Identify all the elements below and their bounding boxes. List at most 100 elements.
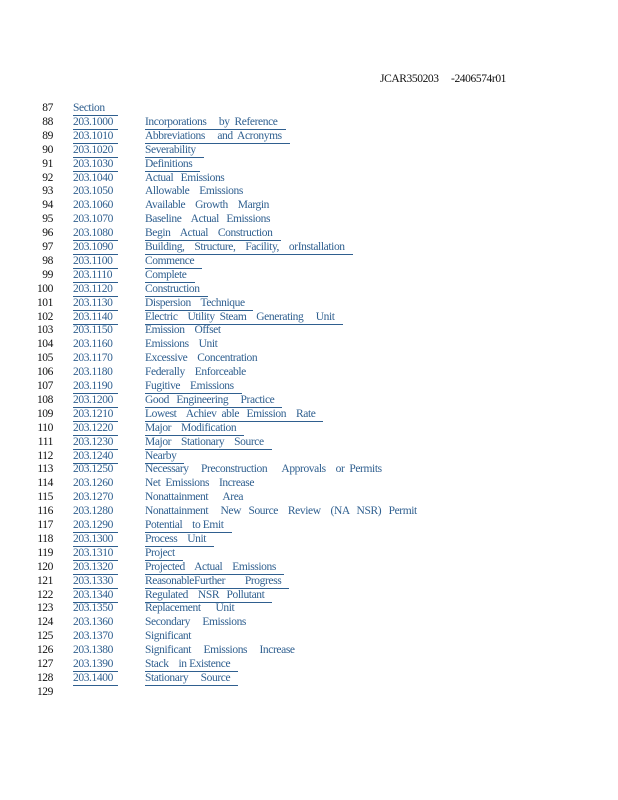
section-number-link[interactable]: 203.1230 — [73, 435, 118, 450]
section-number-link[interactable]: 203.1120 — [73, 282, 118, 297]
section-number-link[interactable]: 203.1210 — [73, 407, 118, 422]
line-number: 105 — [36, 352, 53, 365]
line-number: 104 — [36, 338, 53, 351]
section-title-link[interactable]: Abbreviations and Acronyms — [145, 129, 290, 144]
section-title-link[interactable]: Regulated NSR Pollutant — [145, 588, 273, 603]
line-number: 99 — [42, 268, 53, 281]
section-number-link[interactable]: 203.1090 — [73, 240, 118, 255]
section-title-link[interactable]: Begin Actual Construction — [145, 226, 281, 242]
section-number-link[interactable]: 203.1000 — [73, 115, 118, 130]
section-title-link[interactable]: Dispersion Technique — [145, 296, 253, 311]
section-title-link[interactable]: Severability — [145, 143, 204, 158]
section-title-link: Federally Enforceable — [145, 366, 246, 379]
section-number-link: 203.1280 — [73, 505, 113, 518]
line-number: 91 — [42, 157, 53, 170]
line-number: 92 — [42, 171, 53, 184]
section-number-link[interactable]: 203.1330 — [73, 574, 118, 589]
section-number-link: 203.1270 — [73, 491, 113, 504]
section-title-link[interactable]: Projected Actual Emissions — [145, 560, 284, 575]
section-number-link[interactable]: 203.1100 — [73, 254, 118, 269]
line-number: 107 — [36, 380, 53, 392]
section-title-link[interactable]: Incorporations by Reference — [145, 115, 286, 130]
line-number: 129 — [36, 685, 53, 698]
section-title-link[interactable]: Major Stationary Source — [145, 435, 272, 450]
line-number: 127 — [36, 658, 53, 670]
line-number: 94 — [42, 199, 53, 212]
section-title-link: Actual Emissions — [145, 171, 225, 184]
section-number-link[interactable]: 203.1400 — [73, 671, 118, 686]
section-number-link[interactable]: 203.1020 — [73, 143, 118, 158]
doc-id: JCAR350203 — [380, 73, 439, 85]
section-title-link: Secondary Emissions — [145, 616, 246, 629]
section-number-link[interactable]: 203.1240 — [73, 449, 118, 464]
line-number: 115 — [37, 491, 53, 504]
section-number-link: 203.1040 — [73, 171, 113, 184]
section-number-link[interactable]: 203.1110 — [73, 268, 118, 283]
section-number-link[interactable]: 203.1030 — [73, 157, 118, 172]
section-title-link[interactable]: Project — [145, 546, 183, 561]
section-number-link[interactable]: 203.1010 — [73, 129, 118, 144]
section-title-link[interactable]: Nearby — [145, 449, 185, 464]
section-number-link[interactable]: 203.1300 — [73, 532, 118, 547]
section-number-link[interactable]: 203.1220 — [73, 421, 118, 436]
section-number-link: 203.1060 — [73, 199, 113, 212]
section-title-link: Excessive Concentration — [145, 352, 258, 365]
section-title-link[interactable]: Stationary Source — [145, 671, 239, 686]
line-number: 98 — [42, 254, 53, 267]
section-title-link[interactable]: Lowest Achiev able Emission Rate — [145, 407, 324, 422]
section-number-link[interactable]: 203.1320 — [73, 560, 118, 575]
section-title-link[interactable]: Process Unit — [145, 532, 215, 547]
section-title-link[interactable]: Electric Utility Steam Generating Unit — [145, 310, 343, 325]
line-number: 108 — [36, 393, 53, 406]
section-title-link[interactable]: Fugitive Emissions — [145, 379, 242, 394]
section-title-link: Allowable Emissions — [145, 185, 243, 198]
line-number: 110 — [37, 421, 53, 434]
line-number: 93 — [42, 185, 53, 198]
section-title-link[interactable]: Building, Structure, Facility, orInstall… — [145, 240, 353, 255]
section-number-link[interactable]: 203.1290 — [73, 518, 118, 533]
line-number: 121 — [36, 574, 53, 587]
section-title-link: Emissions Unit — [145, 338, 218, 351]
section-title-link[interactable]: Potential to Emit — [145, 518, 232, 533]
section-title-link: Necessary Preconstruction Approvals or P… — [145, 463, 382, 476]
section-title-link: Nonattainment New Source Review (NA NSR)… — [145, 505, 417, 518]
section-number-link[interactable]: 203.1200 — [73, 393, 118, 408]
line-number: 124 — [36, 616, 53, 629]
line-number: 101 — [36, 296, 53, 309]
section-title-link: Nonattainment Area — [145, 491, 244, 504]
section-number-link[interactable]: 203.1190 — [73, 379, 118, 394]
section-title-link[interactable]: Complete — [145, 268, 195, 283]
section-number-link[interactable]: 203.1130 — [73, 296, 118, 311]
section-title-link[interactable]: Stack in Existence — [145, 657, 239, 672]
section-title-link: Replacement Unit — [145, 602, 235, 615]
document-header: JCAR350203 -2406574r01 — [380, 73, 506, 85]
section-title-link[interactable]: Major Modification — [145, 421, 245, 436]
section-title-link[interactable]: ReasonableFurther Progress — [145, 574, 290, 589]
line-number: 119 — [37, 546, 53, 559]
section-number-link: 203.1050 — [73, 185, 113, 198]
section-number-link[interactable]: 203.1140 — [73, 310, 118, 325]
line-number: 117 — [37, 519, 53, 531]
line-number: 111 — [37, 435, 54, 448]
line-number: 126 — [36, 644, 53, 657]
line-number: 113 — [37, 463, 53, 476]
section-title-link[interactable]: Definitions — [145, 157, 201, 172]
section-number-link[interactable]: Section — [73, 101, 118, 116]
section-number-link[interactable]: 203.1340 — [73, 588, 118, 603]
section-number-link[interactable]: 203.1390 — [73, 657, 118, 672]
line-number: 102 — [36, 310, 53, 323]
section-number-link[interactable]: 203.1310 — [73, 546, 118, 561]
section-number-link[interactable]: 203.1080 — [73, 226, 118, 242]
section-title-link: Baseline Actual Emissions — [145, 213, 271, 226]
section-title-link: Significant Emissions Increase — [145, 644, 295, 657]
line-number: 97 — [42, 241, 53, 253]
section-number-link: 203.1370 — [73, 630, 113, 643]
section-number-link: 203.1360 — [73, 616, 113, 629]
section-title-link: Available Growth Margin — [145, 199, 270, 212]
line-number: 90 — [42, 143, 53, 156]
section-title-link[interactable]: Good Engineering Practice — [145, 393, 283, 408]
section-number-link: 203.1350 — [73, 602, 113, 615]
section-title-link[interactable]: Construction — [145, 282, 208, 297]
section-title-link: Emission Offset — [145, 324, 221, 337]
section-title-link[interactable]: Commence — [145, 254, 203, 269]
